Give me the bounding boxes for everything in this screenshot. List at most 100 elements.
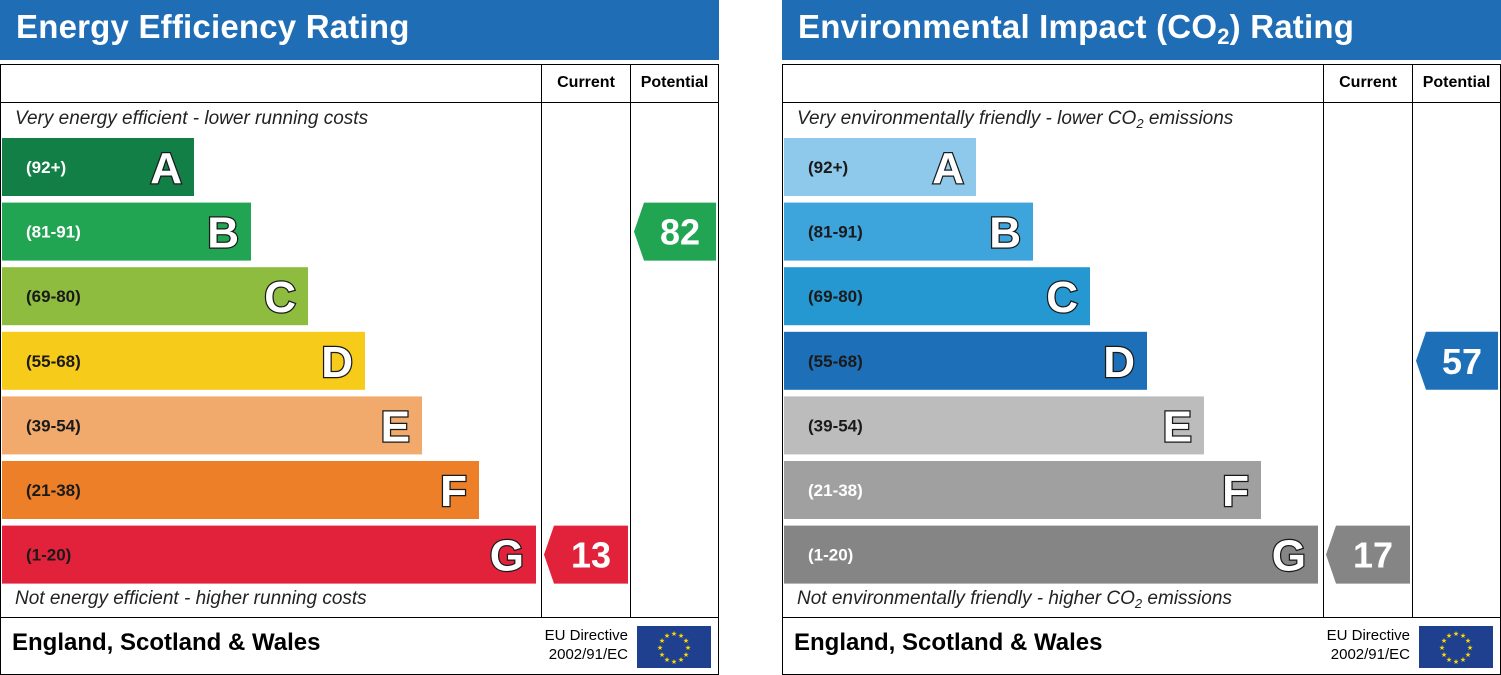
svg-text:★: ★ [678,656,684,664]
svg-text:★: ★ [1441,651,1447,659]
svg-text:★: ★ [664,656,670,664]
rating-bar-a [2,138,194,196]
band-letter-c: C [264,273,296,322]
top-description-subscript: 2 [1136,116,1144,131]
top-description: Very environmentally friendly - lower CO… [797,108,1233,131]
current-rating-arrow [544,525,628,584]
current-column-header: Current [1339,74,1397,91]
svg-text:★: ★ [678,632,684,640]
range-label-b: (81-91) [26,223,81,242]
band-letter-e: E [1163,402,1192,451]
header-divider [782,102,1501,103]
title-bar: Energy Efficiency Rating [0,0,719,60]
svg-text:★: ★ [1465,651,1471,659]
potential-rating-value: 57 [1442,341,1482,382]
rating-bar-d [2,331,365,390]
bottom-description-subscript: 2 [1134,596,1143,611]
eu-directive-line2: 2002/91/EC [1330,646,1410,663]
eu-flag-icon: ★ ★★ ★★★ ★★★ ★★★ [1419,626,1493,668]
svg-text:★: ★ [683,637,689,645]
bottom-description: Not energy efficient - higher running co… [15,588,367,609]
band-letter-d: D [1103,338,1135,387]
bottom-description-main: Not environmentally friendly - higher CO [797,588,1135,609]
energy-efficiency-panel: Energy Efficiency Rating Current Potenti… [0,0,719,675]
eu-directive-line1: EU Directive [544,627,628,644]
range-label-g: (1-20) [808,546,853,565]
svg-text:★: ★ [1446,632,1452,640]
svg-text:★: ★ [657,644,663,652]
svg-text:★: ★ [685,644,691,652]
rating-bar-b [784,202,1033,261]
range-label-e: (39-54) [26,416,81,435]
current-rating-value: 13 [571,535,611,576]
svg-text:★: ★ [659,651,665,659]
svg-text:★: ★ [671,630,677,638]
bottom-description-end: emissions [1142,588,1232,609]
potential-column-divider [1412,64,1413,618]
band-letter-a: A [150,144,182,193]
rating-bar-g [784,525,1318,584]
svg-text:★: ★ [1453,658,1459,666]
potential-column-header: Potential [640,74,709,91]
footer-divider [0,617,719,618]
footer-divider [782,617,1501,618]
potential-column-divider [630,64,631,618]
svg-text:★: ★ [671,658,677,666]
eu-directive-line1: EU Directive [1326,627,1410,644]
top-description-end: emissions [1143,108,1234,129]
band-letter-g: G [1272,532,1306,581]
band-letter-c: C [1046,273,1078,322]
svg-text:★: ★ [1446,656,1452,664]
svg-text:★: ★ [1453,630,1459,638]
header-divider [0,102,719,103]
range-label-c: (69-80) [26,287,81,306]
eu-directive-text: EU Directive 2002/91/EC [518,626,628,664]
environmental-impact-panel: Environmental Impact (CO2) Rating Curren… [782,0,1501,675]
eu-flag-icon: ★ ★★ ★★★ ★★★ ★★★ [637,626,711,668]
title-bar: Environmental Impact (CO2) Rating [782,0,1501,60]
band-letter-g: G [490,532,524,581]
top-description-main: Very environmentally friendly - lower CO [797,108,1137,129]
range-label-e: (39-54) [808,416,863,435]
chart-title: Energy Efficiency Rating [16,8,410,45]
potential-rating-arrow [634,202,716,261]
svg-text:★: ★ [1460,656,1466,664]
chart-title: Environmental Impact (CO2) Rating [798,8,1354,50]
range-label-a: (92+) [26,158,66,177]
svg-text:★: ★ [683,651,689,659]
footer-country: England, Scotland & Wales [794,629,1103,656]
rating-bar-f [2,461,479,519]
footer-country: England, Scotland & Wales [12,629,321,656]
rating-bar-e [2,396,422,455]
rating-bar-c [784,267,1090,326]
rating-bar-g [2,525,536,584]
svg-text:★: ★ [1460,632,1466,640]
rating-bars: (92+) A (81-91) B (69-80) C (55-68) D (39-54) E (2… [2,138,716,584]
rating-bar-d [784,331,1147,390]
svg-text:★: ★ [1439,644,1445,652]
eu-directive-line2: 2002/91/EC [548,646,628,663]
svg-text:★: ★ [1465,637,1471,645]
rating-bar-c [2,267,308,326]
bottom-description: Not environmentally friendly - higher CO… [797,588,1232,611]
band-letter-f: F [1222,467,1249,516]
band-letter-b: B [989,209,1021,258]
range-label-b: (81-91) [808,223,863,242]
current-column-divider [541,64,542,618]
rating-bar-f [784,461,1261,519]
band-letter-b: B [207,209,239,258]
chart-title-main: Environmental Impact (CO [798,8,1218,45]
range-label-d: (55-68) [26,352,81,371]
svg-text:★: ★ [1467,644,1473,652]
range-label-f: (21-38) [808,481,863,500]
range-label-c: (69-80) [808,287,863,306]
svg-text:★: ★ [664,632,670,640]
current-rating-value: 17 [1353,535,1393,576]
current-rating-arrow [1326,525,1410,584]
band-letter-e: E [381,402,410,451]
current-column-divider [1323,64,1324,618]
potential-rating-value: 82 [660,212,700,253]
potential-rating-arrow [1416,331,1498,390]
svg-text:★: ★ [659,637,665,645]
range-label-g: (1-20) [26,546,71,565]
